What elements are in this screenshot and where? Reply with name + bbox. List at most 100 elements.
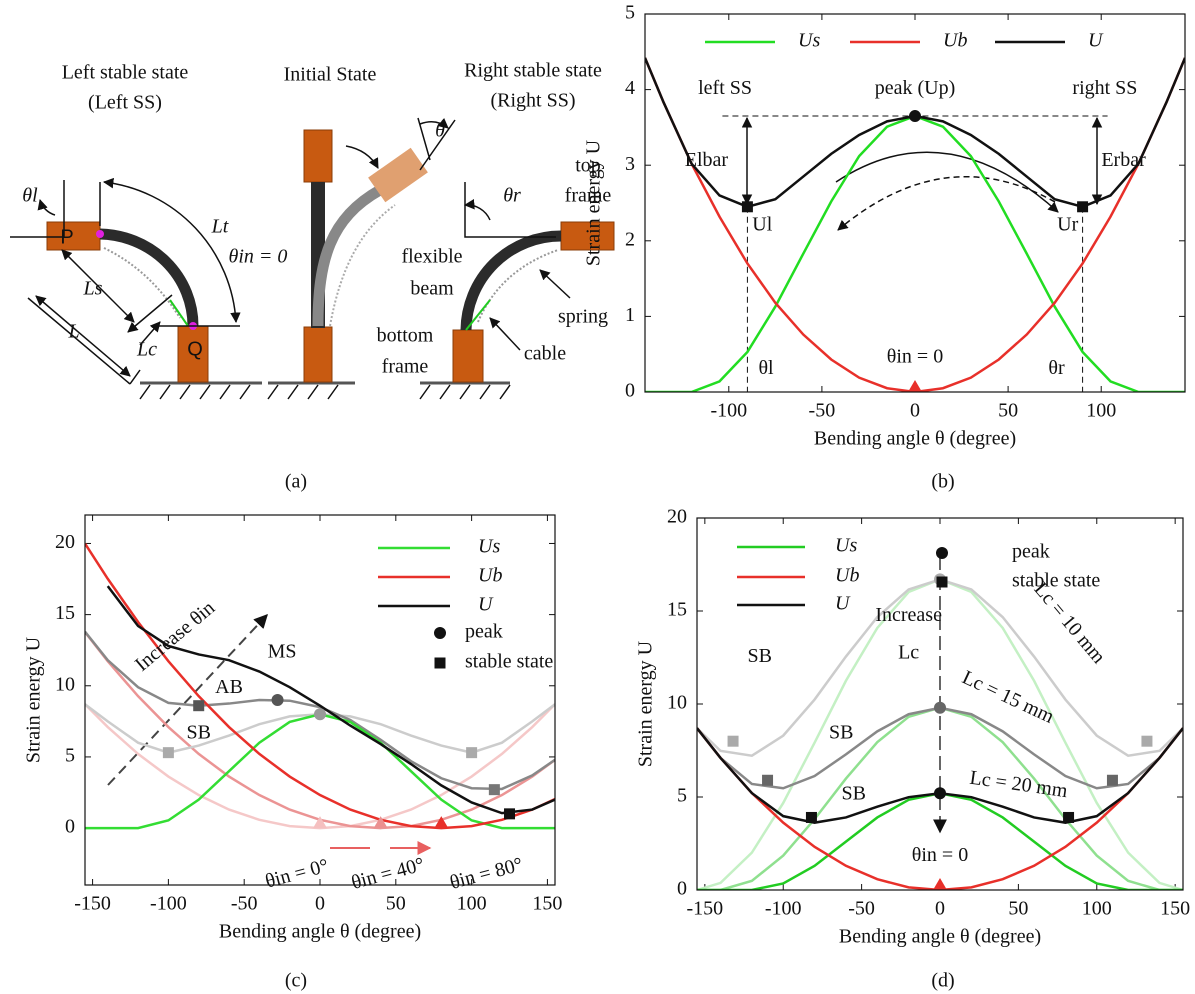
annotation: SB (747, 645, 771, 667)
y-axis-label: Strain energy U (23, 636, 45, 763)
x-tick-label: -150 (687, 898, 724, 920)
y-tick-label: 3 (625, 153, 635, 175)
data-marker (1141, 736, 1152, 747)
x-axis-label: Bending angle θ (degree) (839, 926, 1041, 948)
label: bottom (377, 325, 434, 347)
annotation: θin = 0 (912, 844, 968, 866)
data-marker (314, 708, 326, 720)
data-marker (933, 878, 947, 890)
annotation: Ul (752, 213, 772, 235)
legend-label: Ub (835, 565, 859, 587)
y-tick-label: 15 (55, 602, 75, 624)
y-tick-label: 1 (625, 304, 635, 326)
annotation: SB (186, 722, 210, 744)
state-title: Left stable state (62, 62, 189, 84)
state-title: Right stable state (464, 60, 602, 82)
annotation: θin = 0 (887, 346, 943, 368)
data-marker (193, 700, 204, 711)
legend-label: stable state (1012, 570, 1100, 592)
legend-label: stable state (465, 651, 553, 673)
series-line (85, 714, 555, 828)
annotation: θin = 40° (349, 853, 427, 894)
caption: (b) (931, 471, 954, 493)
annotation: right SS (1072, 77, 1137, 99)
annotation: Lc = 10 mm (1030, 578, 1110, 668)
figure: Left stable state (Left SS) Initial Stat… (0, 0, 1195, 994)
y-tick-label: 0 (677, 878, 687, 900)
x-tick-label: 100 (1082, 898, 1112, 920)
data-marker (1063, 812, 1074, 823)
data-marker (742, 201, 753, 212)
data-marker (504, 808, 515, 819)
x-tick-label: 100 (457, 893, 487, 915)
legend-label: Ub (478, 565, 502, 587)
legend-label: U (835, 593, 851, 615)
annotation: θl (758, 357, 774, 379)
label: θr (503, 185, 521, 207)
caption: (a) (285, 471, 307, 493)
y-tick-label: 20 (667, 506, 687, 528)
label: frame (382, 356, 429, 378)
label: P (60, 226, 73, 248)
x-tick-label: -100 (765, 898, 802, 920)
y-axis-label: Strain energy U (635, 640, 657, 767)
data-marker (489, 784, 500, 795)
annotation: Lc (898, 641, 919, 663)
x-tick-label: 0 (910, 400, 920, 422)
data-marker (272, 694, 284, 706)
label: Q (187, 338, 203, 360)
x-tick-label: 50 (386, 893, 406, 915)
data-marker (908, 380, 922, 392)
annotation: MS (268, 641, 297, 663)
y-tick-label: 5 (625, 2, 635, 24)
label: spring (558, 306, 608, 328)
legend-label: U (478, 594, 494, 616)
x-tick-label: -100 (150, 893, 187, 915)
annotation: θin = 0° (263, 855, 331, 893)
label: cable (524, 343, 566, 365)
y-tick-label: 15 (667, 599, 687, 621)
y-tick-label: 0 (65, 816, 75, 838)
annotation: Erbar (1101, 149, 1146, 171)
y-tick-label: 4 (625, 77, 635, 99)
state-title: (Right SS) (490, 90, 575, 112)
label: θin = 0 (229, 246, 288, 268)
data-marker (762, 775, 773, 786)
plot-frame (645, 14, 1185, 392)
legend-marker (435, 658, 446, 669)
label: Ls (83, 278, 103, 300)
annotation: SB (842, 783, 866, 805)
legend-marker (936, 547, 948, 559)
annotation: Increase θin (131, 597, 219, 676)
annotation: θin = 80° (448, 853, 526, 894)
x-axis-label: Bending angle θ (degree) (814, 428, 1016, 450)
legend-marker (434, 627, 446, 639)
y-tick-label: 5 (677, 785, 687, 807)
annotation: Elbar (685, 149, 729, 171)
legend-label: Us (835, 535, 857, 557)
data-marker (1107, 775, 1118, 786)
annotation: SB (829, 721, 853, 743)
state-title: Initial State (284, 64, 377, 86)
y-axis-label: Strain energy U (583, 139, 605, 266)
x-tick-label: -150 (74, 893, 111, 915)
annotation: left SS (698, 77, 752, 99)
legend-label: peak (1012, 541, 1050, 563)
legend-label: U (1088, 30, 1104, 52)
x-tick-label: 150 (532, 893, 562, 915)
x-tick-label: -50 (231, 893, 258, 915)
data-marker (934, 702, 946, 714)
state-title: (Left SS) (88, 92, 162, 114)
y-tick-label: 2 (625, 228, 635, 250)
data-marker (1077, 201, 1088, 212)
label: Lc (136, 339, 157, 361)
annotation: Lc = 20 mm (968, 767, 1069, 803)
series-line (85, 704, 555, 828)
data-marker (728, 736, 739, 747)
x-axis-label: Bending angle θ (degree) (219, 921, 421, 943)
y-tick-label: 5 (65, 745, 75, 767)
annotation: Ur (1057, 213, 1078, 235)
data-marker (806, 812, 817, 823)
annotation: θr (1048, 357, 1065, 379)
label: flexible (401, 246, 462, 268)
